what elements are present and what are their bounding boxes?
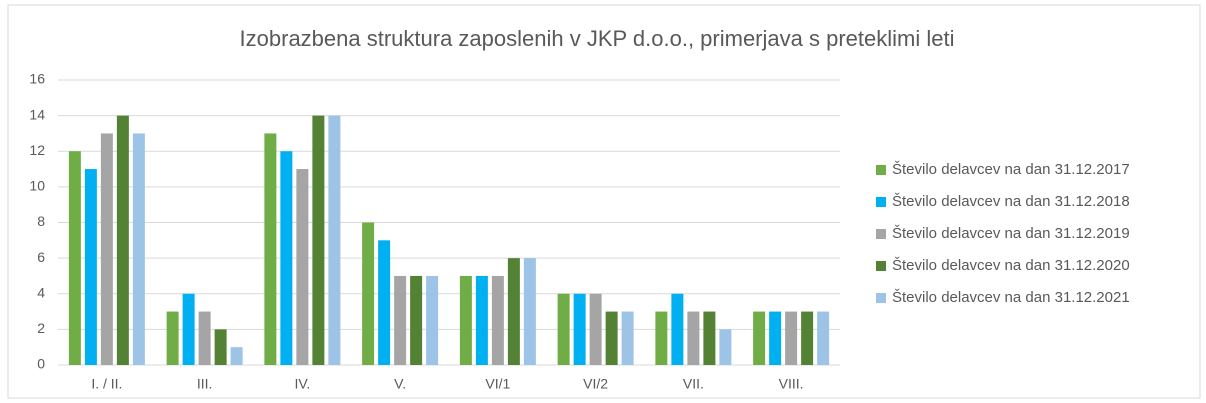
y-tick-label: 6 — [37, 249, 45, 265]
bar — [573, 293, 586, 365]
legend-swatch — [876, 197, 886, 207]
bar — [655, 311, 668, 365]
bar — [394, 275, 407, 365]
bar — [132, 133, 145, 365]
bar — [426, 275, 439, 365]
bar — [589, 293, 602, 365]
x-tick-label: I. / II. — [91, 376, 122, 392]
bar — [769, 311, 782, 365]
bar — [687, 311, 700, 365]
x-tick-label: VI/1 — [485, 376, 510, 392]
bar — [198, 311, 211, 365]
legend-swatch — [876, 293, 886, 303]
bar — [557, 293, 570, 365]
legend-label: Število delavcev na dan 31.12.2021 — [892, 289, 1130, 306]
legend-label: Število delavcev na dan 31.12.2019 — [892, 225, 1130, 242]
y-tick-label: 14 — [29, 106, 45, 122]
y-tick-label: 12 — [29, 142, 45, 158]
bar — [312, 115, 325, 365]
y-tick-label: 8 — [37, 213, 45, 229]
bar — [671, 293, 684, 365]
chart-title: Izobrazbena struktura zaposlenih v JKP d… — [240, 26, 955, 51]
legend-swatch — [876, 261, 886, 271]
bar — [362, 222, 375, 365]
x-tick-label: VII. — [683, 376, 704, 392]
bar — [100, 133, 113, 365]
y-tick-label: 16 — [29, 71, 45, 87]
legend-swatch — [876, 229, 886, 239]
bar — [296, 169, 309, 365]
bar — [166, 311, 179, 365]
legend-label: Število delavcev na dan 31.12.2020 — [892, 257, 1130, 274]
legend-swatch — [876, 165, 886, 175]
bar — [523, 258, 536, 365]
x-tick-label: VIII. — [779, 376, 804, 392]
y-tick-label: 2 — [37, 320, 45, 336]
bar — [280, 151, 293, 365]
bar — [703, 311, 716, 365]
bar — [459, 275, 472, 365]
y-tick-label: 4 — [37, 284, 45, 300]
bar — [475, 275, 488, 365]
bar — [182, 293, 195, 365]
bar — [785, 311, 798, 365]
bar — [84, 169, 97, 365]
y-tick-label: 10 — [29, 178, 45, 194]
x-tick-label: III. — [197, 376, 213, 392]
x-tick-label: V. — [394, 376, 406, 392]
bar — [328, 115, 341, 365]
bar — [801, 311, 814, 365]
bar — [491, 275, 504, 365]
bar — [116, 115, 129, 365]
bar — [507, 258, 520, 365]
bar — [68, 151, 81, 365]
legend-label: Število delavcev na dan 31.12.2017 — [892, 161, 1130, 178]
bar — [605, 311, 618, 365]
x-tick-label: VI/2 — [583, 376, 608, 392]
bar — [378, 240, 391, 365]
bar — [817, 311, 830, 365]
bar — [621, 311, 634, 365]
bar — [214, 329, 227, 365]
legend-label: Število delavcev na dan 31.12.2018 — [892, 193, 1130, 210]
x-tick-label: IV. — [294, 376, 310, 392]
bar — [264, 133, 277, 365]
bar — [753, 311, 766, 365]
bar — [719, 329, 732, 365]
bar — [230, 347, 243, 365]
bar — [410, 275, 423, 365]
y-tick-label: 0 — [37, 356, 45, 372]
